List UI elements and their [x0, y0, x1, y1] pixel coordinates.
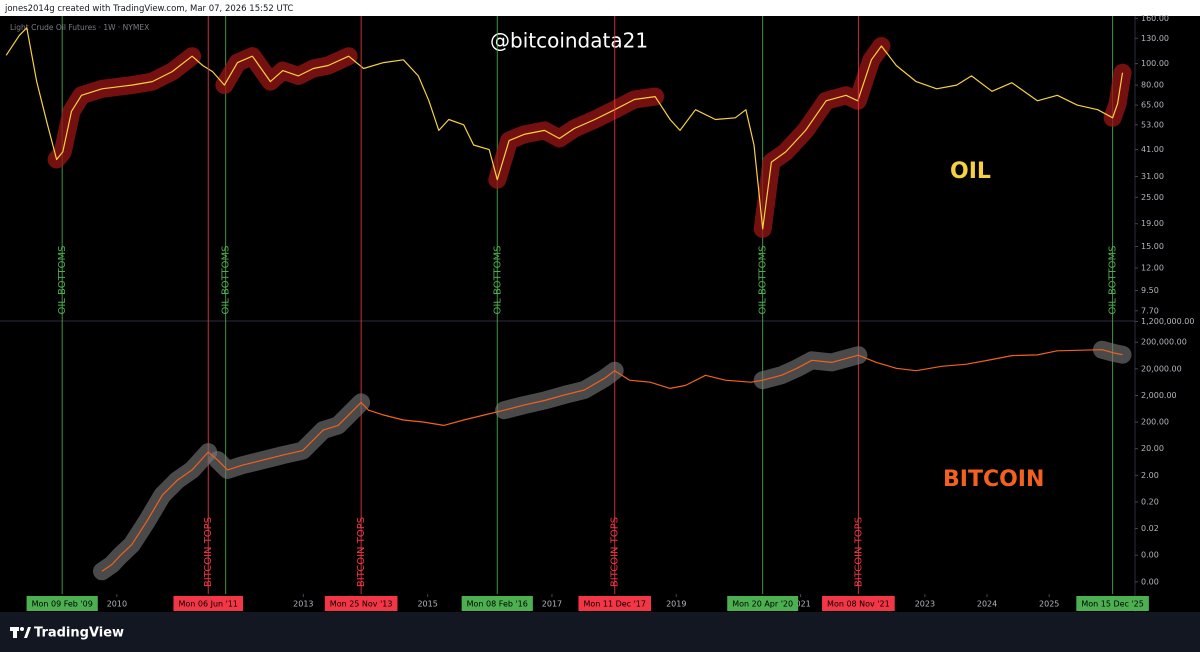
date-label-text: Mon 08 Feb '16 [467, 600, 528, 609]
date-label: Mon 25 Nov '13 [324, 596, 398, 611]
y-tick-label: 20,000.00 [1141, 364, 1182, 373]
y-tick-label: 31.00 [1141, 172, 1164, 181]
y-tick-label: 25.00 [1141, 193, 1164, 202]
symbol-info: Light Crude Oil Futures · 1W · NYMEX [10, 23, 149, 32]
date-label: Mon 08 Feb '16 [461, 596, 533, 611]
date-label-box [324, 596, 398, 611]
x-tick-label: 2025 [1039, 600, 1059, 609]
date-label-text: Mon 20 Apr '20 [732, 600, 793, 609]
y-tick-label: 15.00 [1141, 242, 1164, 251]
event-text: OIL BOTTOMS [221, 245, 232, 314]
logo-part [20, 627, 24, 631]
date-label: Mon 11 Dec '17 [578, 596, 652, 611]
date-label-box [26, 596, 98, 611]
date-label: Mon 15 Dec '25 [1076, 596, 1149, 611]
event-text: OIL BOTTOMS [758, 245, 769, 314]
series-label: OIL [950, 159, 991, 184]
price-line [5, 27, 1124, 230]
event-text: BITCOIN TOPS [356, 517, 367, 587]
x-tick-label: 2010 [107, 600, 127, 609]
date-label-box [822, 596, 895, 611]
event-text: OIL BOTTOMS [492, 245, 503, 314]
event-text: OIL BOTTOMS [1108, 245, 1119, 314]
y-tick-label: 200.00 [1141, 418, 1169, 427]
y-tick-label: 7.70 [1141, 306, 1159, 315]
date-label-text: Mon 09 Feb '09 [32, 600, 93, 609]
y-tick-label: 65.00 [1141, 101, 1164, 110]
y-tick-label: 2.00 [1141, 471, 1159, 480]
logo-part [24, 627, 31, 638]
y-tick-label: 19.00 [1141, 219, 1164, 228]
footer-bar [0, 612, 1200, 652]
date-label-text: Mon 25 Nov '13 [330, 600, 393, 609]
logo-part [13, 627, 17, 638]
date-label-text: Mon 08 Nov '21 [827, 600, 890, 609]
date-label-text: Mon 06 Jun '11 [178, 600, 238, 609]
series-label: BITCOIN [943, 467, 1044, 492]
y-tick-label: 80.00 [1141, 81, 1164, 90]
x-tick-label: 2024 [977, 600, 997, 609]
y-tick-label: 0.00 [1141, 577, 1159, 586]
price-line [101, 349, 1123, 572]
event-text: BITCOIN TOPS [610, 517, 621, 587]
date-label-box [461, 596, 533, 611]
y-tick-label: 130.00 [1141, 34, 1169, 43]
event-text: OIL BOTTOMS [57, 245, 68, 314]
y-tick-label: 1,200,000.00 [1141, 317, 1194, 326]
y-tick-label: 2,000.00 [1141, 391, 1177, 400]
date-label: Mon 09 Feb '09 [26, 596, 98, 611]
y-tick-label: 160.00 [1141, 14, 1169, 23]
y-tick-label: 200,000.00 [1141, 338, 1187, 347]
date-label-text: Mon 11 Dec '17 [583, 600, 646, 609]
y-tick-label: 9.50 [1141, 286, 1159, 295]
x-tick-label: 2021 [790, 600, 810, 609]
date-label-text: Mon 15 Dec '25 [1081, 600, 1144, 609]
date-label-box [727, 596, 799, 611]
brand-logo [10, 627, 31, 638]
y-tick-label: 0.02 [1141, 524, 1159, 533]
y-tick-label: 0.00 [1141, 551, 1159, 560]
y-tick-label: 20.00 [1141, 444, 1164, 453]
credit-strip [0, 0, 1200, 16]
x-tick-label: 2019 [666, 600, 686, 609]
date-label-box [173, 596, 244, 611]
y-tick-label: 41.00 [1141, 145, 1164, 154]
x-tick-label: 2015 [417, 600, 437, 609]
credit: jones2014g created with TradingView.com,… [4, 4, 293, 14]
date-label-box [578, 596, 652, 611]
y-tick-label: 12.00 [1141, 264, 1164, 273]
watermark: @bitcoindata21 [490, 29, 648, 53]
brand: TradingView [34, 626, 124, 641]
date-label-box [1076, 596, 1149, 611]
event-text: BITCOIN TOPS [853, 517, 864, 587]
y-tick-label: 100.00 [1141, 59, 1169, 68]
y-tick-label: 0.20 [1141, 497, 1159, 506]
x-tick-label: 2023 [915, 600, 935, 609]
y-tick-label: 53.00 [1141, 120, 1164, 129]
date-label: Mon 20 Apr '20 [727, 596, 799, 611]
date-label: Mon 08 Nov '21 [822, 596, 895, 611]
x-tick-label: 2013 [293, 600, 313, 609]
x-tick-label: 2017 [542, 600, 562, 609]
date-label: Mon 06 Jun '11 [173, 596, 244, 611]
event-text: BITCOIN TOPS [203, 517, 214, 587]
